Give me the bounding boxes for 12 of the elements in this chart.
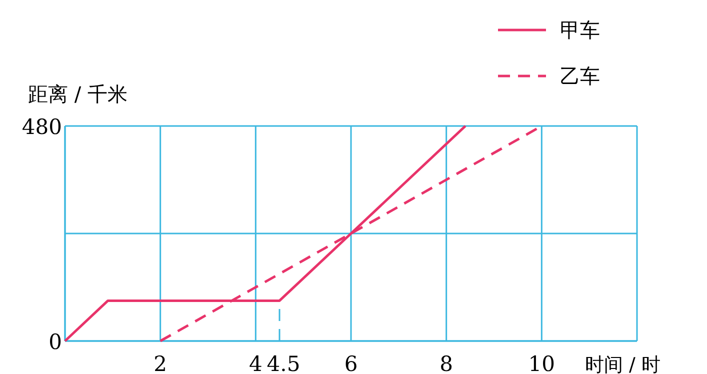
ref-line-label: 4.5 — [266, 352, 300, 374]
y-tick-label: 480 — [22, 115, 62, 139]
legend-label: 甲车 — [560, 18, 600, 42]
y-tick-label: 0 — [48, 330, 62, 354]
x-axis-title: 时间 / 时 — [585, 354, 660, 374]
x-tick-label: 6 — [344, 352, 358, 374]
x-tick-label: 4 — [248, 352, 262, 374]
y-axis-title: 距离 / 千米 — [28, 82, 128, 106]
legend-label: 乙车 — [560, 64, 600, 88]
x-tick-label: 8 — [440, 352, 454, 374]
x-tick-label: 2 — [154, 352, 168, 374]
x-tick-label: 10 — [528, 352, 556, 374]
